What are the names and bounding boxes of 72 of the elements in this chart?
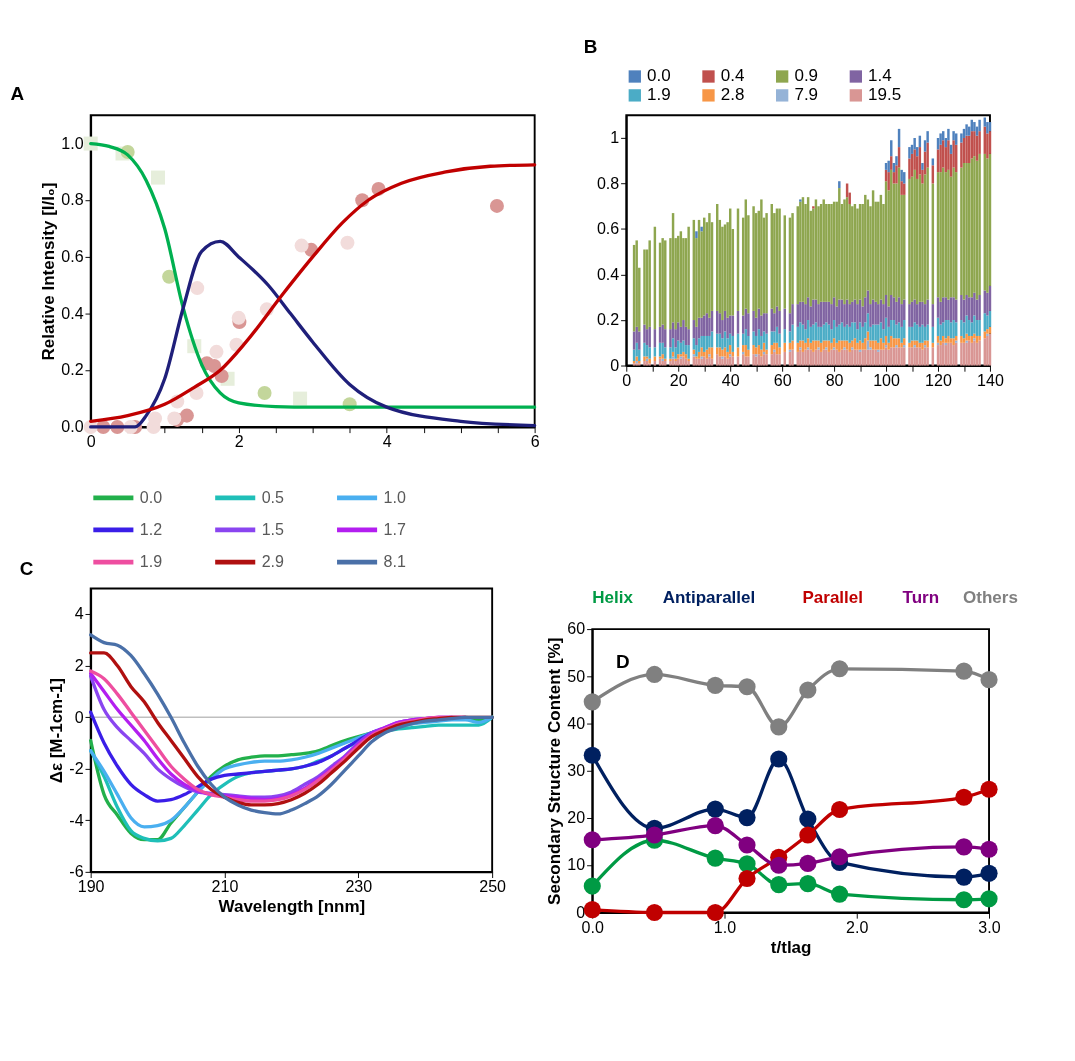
y-tick-label: 0.2 — [596, 310, 620, 329]
legend-label: 19.5 — [868, 85, 902, 105]
x-tick-label: 3.0 — [978, 917, 1001, 936]
y-tick-label: 0.4 — [61, 303, 84, 322]
y-tick-label: 2 — [74, 655, 84, 674]
legend-label: 2.8 — [720, 85, 745, 105]
y-axis-title: Secondary Structure Content [%] — [544, 637, 564, 905]
legend-label: 1.4 — [868, 66, 892, 86]
legend-label: 1.5 — [261, 519, 285, 538]
legend-label: 1.9 — [139, 551, 163, 570]
text: Parallel — [802, 587, 863, 607]
x-tick-label: 40 — [721, 370, 740, 389]
y-tick-label: 0.4 — [596, 264, 620, 283]
x-tick-label: 250 — [479, 877, 507, 896]
legend-label: 2.9 — [261, 551, 285, 570]
y-tick-label: 4 — [74, 604, 84, 623]
legend-label: 1.0 — [383, 487, 406, 506]
x-tick-label: 230 — [345, 877, 373, 896]
y-tick-label: -2 — [69, 759, 84, 778]
y-tick-label: 1 — [610, 128, 620, 147]
chart-title: B — [583, 35, 598, 57]
y-tick-label: 30 — [567, 761, 586, 779]
y-tick-label: 0.0 — [61, 417, 84, 436]
y-axis-title: Δε [M-1cm-1] — [46, 678, 66, 784]
text: Turn — [902, 587, 940, 607]
y-tick-label: 60 — [567, 619, 586, 638]
x-axis-title: Wavelength [nnm] — [218, 897, 366, 917]
y-tick-label: -4 — [69, 810, 84, 829]
x-tick-label: 6 — [530, 432, 540, 451]
y-tick-label: 0 — [610, 355, 620, 374]
text: Antiparallel — [662, 587, 756, 607]
x-tick-label: 20 — [669, 370, 688, 389]
y-tick-label: 0.6 — [596, 219, 620, 238]
legend-label: 8.1 — [383, 551, 406, 570]
y-tick-label: 0.8 — [596, 173, 620, 192]
x-tick-label: 2.0 — [846, 917, 869, 936]
x-tick-label: 60 — [773, 370, 792, 389]
x-tick-label: 120 — [925, 370, 952, 389]
text: Others — [963, 587, 1018, 607]
x-tick-label: 140 — [977, 370, 1004, 389]
legend-label: 1.2 — [139, 519, 163, 538]
x-tick-label: 1.0 — [713, 917, 737, 936]
y-tick-label: 50 — [567, 666, 586, 685]
chart-title: C — [19, 558, 34, 580]
legend-label: 0.4 — [720, 66, 745, 86]
x-axis-title: t/tlag — [770, 937, 812, 957]
y-tick-label: 0.6 — [61, 247, 84, 266]
legend-label: 0.0 — [139, 487, 163, 506]
x-tick-label: 0 — [86, 432, 96, 451]
legend-label: 1.7 — [383, 519, 406, 538]
legend-label: 1.9 — [647, 85, 671, 105]
y-tick-label: 0 — [74, 707, 84, 726]
y-tick-label: 40 — [567, 713, 586, 732]
legend-label: 0.0 — [647, 66, 671, 86]
text: Helix — [592, 587, 634, 607]
legend-label: 7.9 — [794, 85, 819, 105]
x-tick-label: 210 — [211, 877, 239, 896]
text: D — [615, 650, 630, 672]
x-tick-label: 0 — [622, 370, 632, 389]
y-axis-title: Relative Intensity [I/I₀] — [38, 182, 58, 361]
y-tick-label: 0.2 — [61, 360, 84, 379]
y-tick-label: 20 — [567, 808, 586, 827]
y-tick-label: 0.8 — [61, 190, 84, 209]
y-tick-label: 1.0 — [61, 133, 84, 152]
legend-label: 0.5 — [261, 487, 285, 506]
y-tick-label: 10 — [567, 855, 586, 874]
x-tick-label: 80 — [825, 370, 844, 389]
x-tick-label: 100 — [873, 370, 900, 389]
chart-title: A — [10, 83, 25, 105]
x-tick-label: 4 — [382, 432, 392, 451]
x-tick-label: 2 — [234, 432, 244, 451]
legend-label: 0.9 — [794, 66, 819, 86]
